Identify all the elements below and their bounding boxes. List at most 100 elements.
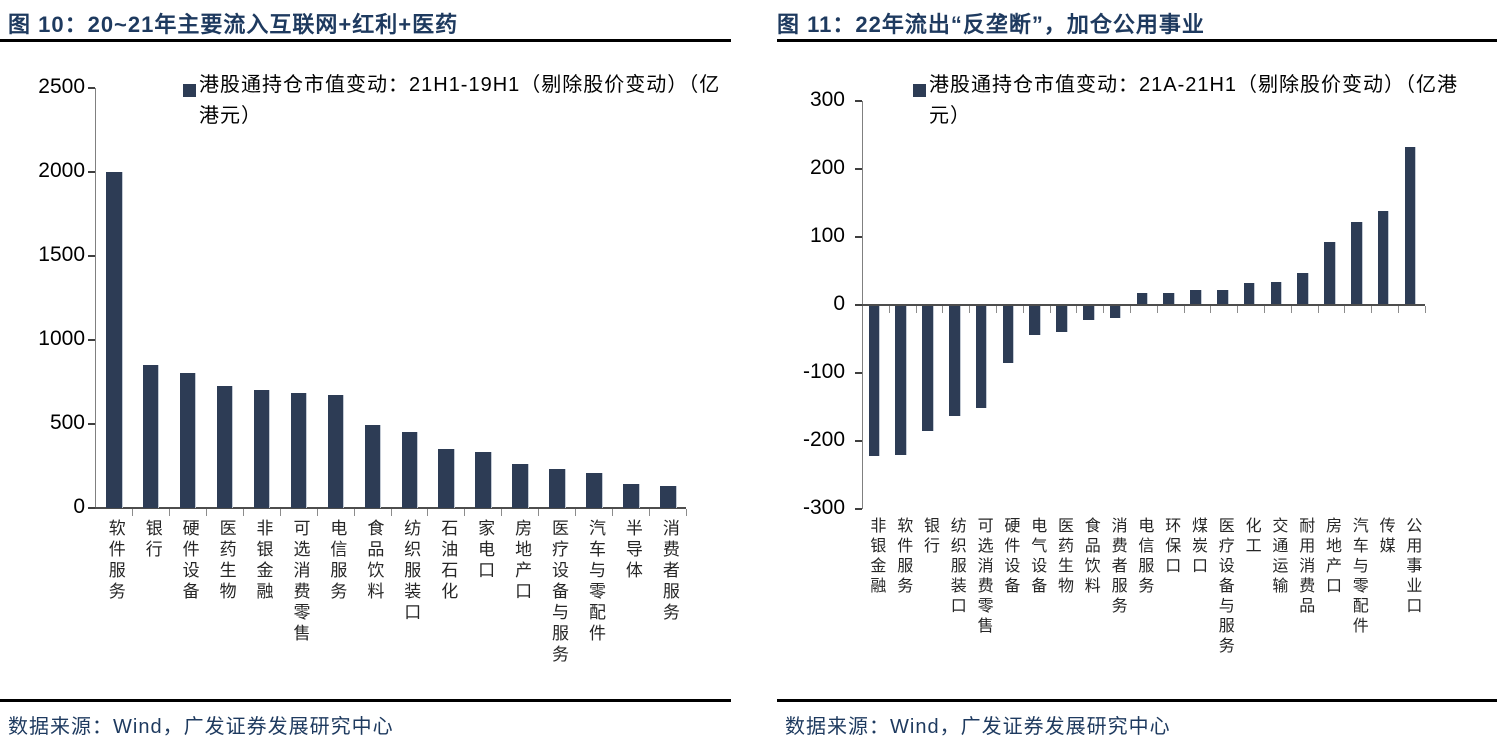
category-label: 电信服务: [1135, 517, 1153, 597]
x-axis-line: [95, 507, 686, 509]
category-label: 耐用消费品: [1296, 517, 1314, 617]
y-axis-tick: [855, 507, 862, 510]
category-label: 房地产口: [1323, 517, 1340, 597]
bar: [364, 424, 382, 508]
x-axis-tick: [1424, 305, 1426, 313]
category-label: 硬件设备: [1001, 517, 1019, 597]
figure-10-data-source: 数据来源：Wind，广发证券发展研究中心: [8, 716, 394, 738]
bar: [1216, 289, 1229, 305]
x-axis-tick: [131, 509, 133, 516]
bar: [1082, 305, 1095, 321]
x-axis-tick: [1183, 305, 1185, 313]
bar: [1056, 305, 1068, 333]
y-axis-tick-label: 1000: [38, 327, 85, 350]
y-axis-tick: [855, 99, 862, 102]
bar: [253, 390, 271, 508]
y-axis-tick-label: 0: [73, 495, 85, 518]
category-label: 硬件设备: [179, 519, 199, 603]
category-label: 电气设备: [1028, 517, 1046, 597]
bar: [1002, 305, 1015, 364]
figure-10-legend: 港股通持仓市值变动：21H1-19H1（剔除股价变动）（亿港元）: [199, 74, 721, 127]
bar: [142, 365, 160, 508]
x-axis-tick: [1398, 305, 1399, 313]
category-label: 纺织服装口: [947, 517, 965, 617]
x-axis-tick: [1103, 305, 1105, 313]
bar: [895, 305, 908, 456]
x-axis-tick: [279, 509, 281, 516]
bar: [1404, 146, 1417, 305]
x-axis-tick: [1130, 305, 1131, 313]
x-axis-tick: [942, 305, 944, 313]
bar: [179, 372, 197, 508]
y-axis-tick: [88, 171, 95, 173]
y-axis-tick-label: -200: [802, 427, 845, 451]
figure-11-title-underline: [777, 39, 1497, 42]
y-axis-tick: [88, 87, 95, 89]
category-label: 非银金融: [867, 517, 885, 597]
bar: [1136, 292, 1149, 305]
figure-11-data-source: 数据来源：Wind，广发证券发展研究中心: [785, 716, 1171, 738]
bar: [1029, 305, 1042, 336]
category-label: 半导体: [622, 519, 642, 582]
category-label: 消费者服务: [659, 519, 679, 624]
figure-11-title: 图 11：22年流出“反垄断”，加仓公用事业: [777, 12, 1205, 37]
x-axis-tick: [353, 509, 355, 516]
category-label: 汽车与零配件: [1349, 517, 1367, 637]
y-axis-tick-label: 500: [49, 411, 85, 434]
figure-10-footer-rule: [0, 699, 731, 702]
figure-11-plot-area: 300 200 100 0 -100 -200 -300 非银金融 软件服务 银行 纺织服装口 可选消…: [754, 0, 1508, 748]
y-axis-tick: [855, 235, 862, 238]
x-axis-tick: [996, 305, 997, 313]
x-axis-tick: [464, 509, 466, 516]
x-axis-tick: [1076, 305, 1078, 313]
category-label: 化工: [1242, 517, 1260, 557]
legend-swatch-icon: [183, 84, 196, 97]
x-axis-tick: [390, 509, 392, 516]
x-axis-tick: [427, 509, 429, 516]
y-axis-tick-label: 2500: [38, 75, 85, 98]
y-axis-tick-label: 200: [809, 155, 845, 179]
bar: [948, 305, 961, 417]
x-axis-tick: [1022, 305, 1024, 313]
bar: [1243, 283, 1256, 305]
x-axis-tick: [1264, 305, 1265, 313]
bar: [106, 172, 123, 508]
y-axis-tick: [88, 255, 95, 257]
x-axis-tick: [649, 509, 651, 516]
x-axis-tick: [168, 509, 170, 516]
category-label: 电信服务: [327, 519, 347, 603]
x-axis-tick: [1344, 305, 1346, 313]
category-label: 非银金融: [253, 519, 273, 603]
bar: [401, 431, 419, 508]
y-axis-tick-label: -300: [802, 495, 845, 519]
bar: [660, 486, 677, 508]
bar: [512, 464, 529, 508]
y-axis-tick-label: 2000: [38, 159, 85, 182]
bar: [1109, 305, 1122, 318]
legend-swatch-icon: [913, 84, 926, 97]
x-axis-tick: [1210, 305, 1212, 313]
x-axis-tick: [575, 509, 577, 516]
x-axis-tick: [915, 305, 917, 313]
figure-10-title-underline: [0, 39, 731, 42]
y-axis-tick-label: 300: [809, 87, 845, 111]
bar: [1190, 289, 1202, 305]
y-axis-tick: [855, 371, 862, 374]
category-label: 交通运输: [1269, 517, 1287, 597]
bar: [438, 449, 455, 508]
category-label: 医药生物: [216, 519, 236, 603]
bar: [475, 451, 492, 508]
x-axis-tick: [501, 509, 503, 516]
figure-10-panel: 图 10：20~21年主要流入互联网+红利+医药 港股通持仓市值变动：21H1-…: [0, 12, 731, 738]
x-axis-tick: [612, 509, 614, 516]
bar: [922, 305, 934, 431]
bar: [327, 395, 345, 508]
bar: [1270, 282, 1283, 305]
category-label: 软件服务: [105, 519, 125, 603]
category-label: 银行: [142, 519, 162, 561]
y-axis-tick: [855, 167, 862, 170]
category-label: 医疗设备与服务: [549, 519, 569, 666]
bar: [1324, 241, 1336, 305]
y-axis-tick-label: 100: [809, 223, 845, 247]
y-axis-tick-label: 0: [833, 291, 845, 315]
